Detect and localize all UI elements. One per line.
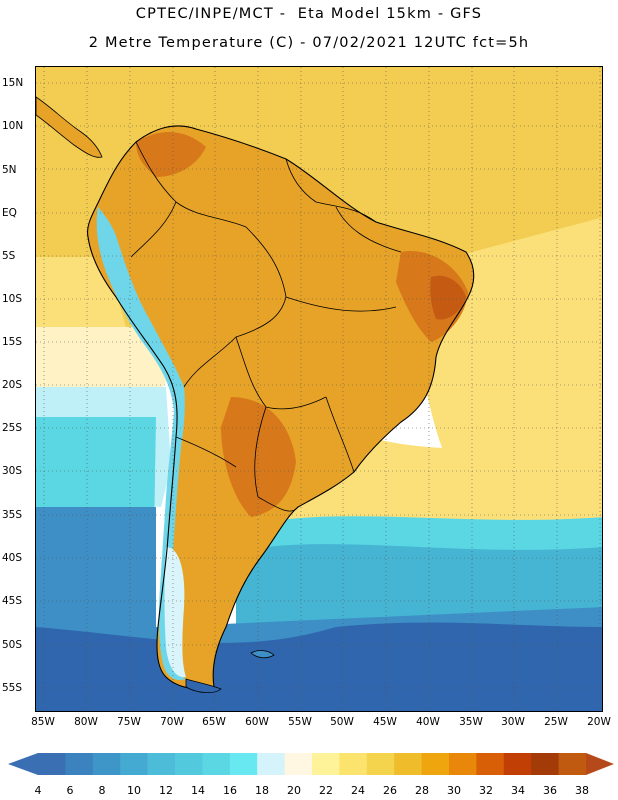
lat-label-15s: 15S [2, 336, 23, 348]
colorbar-tick-16: 16 [223, 784, 237, 797]
colorbar-box-15 [449, 753, 477, 775]
hot-region-chaco [221, 397, 296, 517]
lon-label-75w: 75W [117, 716, 141, 728]
lon-label-50w: 50W [330, 716, 354, 728]
lat-label-35s: 35S [2, 509, 23, 521]
andes-cold-belt [96, 207, 186, 681]
colorbar-box-7 [229, 753, 258, 775]
colorbar-box-11 [339, 753, 368, 775]
lat-label-10n: 10N [2, 120, 24, 132]
country-borders [130, 141, 402, 512]
central-america-outline [36, 96, 103, 158]
colorbar-tick-24: 24 [351, 784, 365, 797]
lat-label-15n: 15N [2, 77, 24, 89]
colorbar-box-17 [503, 753, 532, 775]
lon-label-60w: 60W [245, 716, 269, 728]
lat-label-50s: 50S [2, 639, 23, 651]
hotter-region-northeast-coast [430, 275, 466, 320]
colorbar-box-18 [531, 753, 560, 775]
colorbar-box-4 [147, 753, 176, 775]
colorbar-tick-30: 30 [447, 784, 461, 797]
temperature-map [35, 66, 603, 712]
lon-label-30w: 30W [501, 716, 525, 728]
colorbar-tick-8: 8 [98, 784, 106, 797]
ocean-band-pale-pacific [36, 327, 176, 397]
colorbar-tick-26: 26 [383, 784, 397, 797]
colorbar-tick-32: 32 [479, 784, 493, 797]
ocean-band-blue-southwest [36, 537, 156, 627]
colorbar-box-5 [175, 753, 203, 775]
colorbar-boxes [38, 753, 587, 775]
colorbar-box-13 [394, 753, 423, 775]
colorbar-box-6 [202, 753, 231, 775]
lon-label-65w: 65W [202, 716, 226, 728]
colorbar-tick-28: 28 [415, 784, 429, 797]
lat-label-10s: 10S [2, 293, 23, 305]
colorbar-box-9 [284, 753, 313, 775]
colorbar-tick-38: 38 [575, 784, 589, 797]
coastline-outline [87, 125, 475, 690]
colorbar-tick-36: 36 [543, 784, 557, 797]
lon-label-20w: 20W [587, 716, 611, 728]
lon-label-55w: 55W [288, 716, 312, 728]
map-title-line-1: CPTEC/INPE/MCT - Eta Model 15km - GFS [135, 6, 483, 22]
ocean-band-yellow-south [276, 397, 602, 537]
colorbar-box-10 [312, 753, 340, 775]
lon-label-85w: 85W [31, 716, 55, 728]
lon-label-40w: 40W [416, 716, 440, 728]
andes-snow-patagonia [164, 547, 186, 678]
colorbar-box-8 [257, 753, 286, 775]
lat-label-20s: 20S [2, 379, 23, 391]
lon-label-70w: 70W [160, 716, 184, 728]
lon-label-80w: 80W [74, 716, 98, 728]
lat-label-45s: 45S [2, 595, 23, 607]
falkland-islands [250, 650, 275, 659]
colorbar-tick-14: 14 [191, 784, 205, 797]
colorbar-box-2 [92, 753, 121, 775]
colorbar-tick-10: 10 [127, 784, 141, 797]
lat-label-30s: 30S [2, 465, 23, 477]
lat-label-5s: 5S [2, 250, 16, 262]
colorbar-tick-22: 22 [319, 784, 333, 797]
lon-label-25w: 25W [544, 716, 568, 728]
colorbar-tick-34: 34 [511, 784, 525, 797]
colorbar-legend [8, 753, 614, 775]
lat-label-5n: 5N [2, 164, 17, 176]
lat-label-25s: 25S [2, 422, 23, 434]
map-title-line-2: 2 Metre Temperature (C) - 07/02/2021 12U… [88, 35, 530, 51]
colorbar-tick-20: 20 [287, 784, 301, 797]
colorbar-box-3 [120, 753, 149, 775]
lat-label-eq: EQ [2, 207, 17, 219]
temperature-map-canvas [36, 67, 602, 711]
ocean-band-deep-south [36, 622, 602, 711]
colorbar-arrow-high [586, 753, 614, 775]
ocean-band-teal-atlantic [236, 527, 602, 627]
colorbar-tick-4: 4 [34, 784, 42, 797]
colorbar-arrow-low [8, 753, 38, 775]
map-gridlines [36, 67, 602, 711]
ocean-band-cyan-atlantic [266, 516, 602, 550]
colorbar-tick-6: 6 [66, 784, 74, 797]
tierra-del-fuego [185, 678, 222, 693]
colorbar-tick-18: 18 [255, 784, 269, 797]
colorbar-box-1 [65, 753, 94, 775]
colorbar-box-0 [38, 753, 66, 775]
hot-region-venezuela [136, 131, 206, 177]
south-america-land [87, 125, 474, 689]
lon-label-35w: 35W [459, 716, 483, 728]
lat-label-40s: 40S [2, 552, 23, 564]
colorbar-box-14 [421, 753, 450, 775]
lon-label-45w: 45W [373, 716, 397, 728]
colorbar-box-16 [476, 753, 505, 775]
colorbar-box-12 [366, 753, 395, 775]
colorbar-box-19 [558, 753, 587, 775]
lat-label-55s: 55S [2, 682, 23, 694]
colorbar-tick-12: 12 [159, 784, 173, 797]
